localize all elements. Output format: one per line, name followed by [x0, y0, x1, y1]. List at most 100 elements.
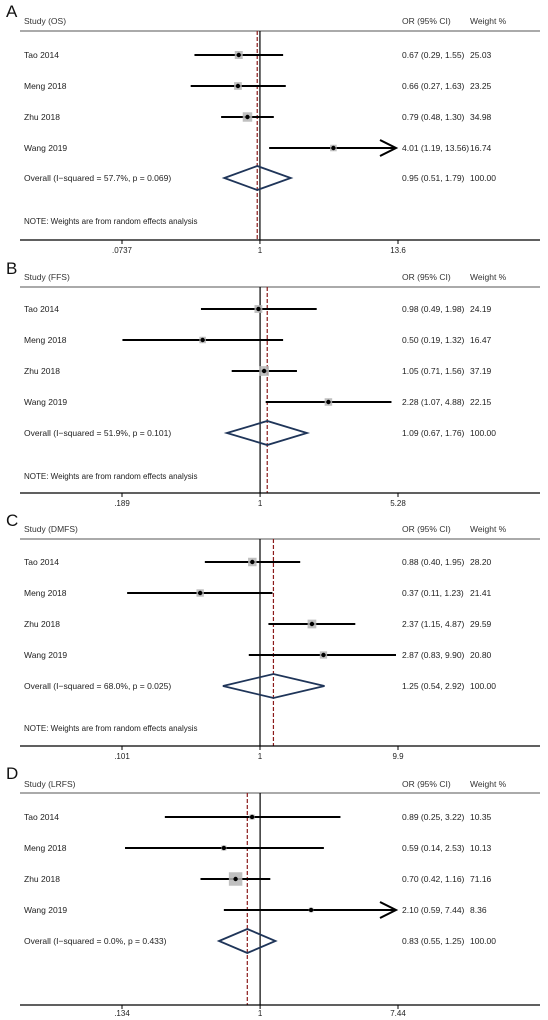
overall-weight-text: 100.00: [470, 936, 496, 946]
weight-text: 10.35: [470, 812, 492, 822]
study-column-header: Study (FFS): [24, 272, 70, 282]
or-ci-text: 0.70 (0.42, 1.16): [402, 874, 465, 884]
weight-column-header: Weight %: [470, 272, 507, 282]
weight-text: 8.36: [470, 905, 487, 915]
study-column-header: Study (LRFS): [24, 779, 76, 789]
study-name: Zhu 2018: [24, 619, 60, 629]
study-column-header: Study (OS): [24, 16, 66, 26]
point-estimate: [233, 876, 238, 882]
or-column-header: OR (95% CI): [402, 524, 451, 534]
forest-panel-a: A Study (OS) OR (95% CI) Weight % Tao 2014 0.…: [6, 2, 540, 255]
forest-panel-d: D Study (LRFS) OR (95% CI) Weight % Tao 2014…: [6, 764, 540, 1018]
or-ci-text: 2.37 (1.15, 4.87): [402, 619, 465, 629]
panel-letter: A: [6, 2, 18, 21]
study-name: Tao 2014: [24, 304, 59, 314]
study-name: Wang 2019: [24, 905, 67, 915]
or-ci-text: 1.05 (0.71, 1.56): [402, 366, 465, 376]
weight-text: 34.98: [470, 112, 492, 122]
panel-letter: D: [6, 764, 18, 783]
point-estimate: [261, 368, 267, 374]
x-tick-label: 7.44: [390, 1009, 406, 1018]
study-name: Meng 2018: [24, 843, 67, 853]
point-estimate: [249, 814, 255, 820]
ci-arrow: [379, 901, 399, 919]
x-tick-label: 1: [258, 499, 263, 508]
overall-or-text: 1.09 (0.67, 1.76): [402, 428, 465, 438]
or-ci-text: 0.66 (0.27, 1.63): [402, 81, 465, 91]
overall-label: Overall (I−squared = 0.0%, p = 0.433): [24, 936, 167, 946]
overall-or-text: 0.83 (0.55, 1.25): [402, 936, 465, 946]
study-name: Tao 2014: [24, 812, 59, 822]
study-name: Wang 2019: [24, 650, 67, 660]
point-estimate: [221, 845, 227, 851]
overall-diamond: [216, 928, 278, 954]
study-name: Tao 2014: [24, 557, 59, 567]
or-ci-text: 2.87 (0.83, 9.90): [402, 650, 465, 660]
weight-text: 20.80: [470, 650, 492, 660]
study-name: Meng 2018: [24, 588, 67, 598]
point-estimate: [309, 621, 315, 627]
point-estimate: [250, 559, 255, 565]
or-ci-text: 0.88 (0.40, 1.95): [402, 557, 465, 567]
overall-or-text: 1.25 (0.54, 2.92): [402, 681, 465, 691]
weight-text: 71.16: [470, 874, 492, 884]
point-estimate: [256, 306, 261, 312]
overall-weight-text: 100.00: [470, 681, 496, 691]
note-text: NOTE: Weights are from random effects an…: [24, 217, 198, 226]
overall-diamond: [222, 673, 325, 699]
overall-diamond: [221, 165, 294, 191]
x-tick-label: .0737: [112, 246, 133, 255]
weight-text: 29.59: [470, 619, 492, 629]
or-column-header: OR (95% CI): [402, 272, 451, 282]
overall-diamond: [223, 420, 311, 446]
point-estimate: [245, 114, 250, 120]
point-estimate: [321, 652, 326, 658]
weight-text: 16.74: [470, 143, 492, 153]
weight-text: 16.47: [470, 335, 492, 345]
point-estimate: [197, 590, 203, 596]
study-name: Meng 2018: [24, 81, 67, 91]
study-name: Meng 2018: [24, 335, 67, 345]
study-name: Zhu 2018: [24, 874, 60, 884]
weight-text: 10.13: [470, 843, 492, 853]
or-ci-text: 0.37 (0.11, 1.23): [402, 588, 464, 598]
point-estimate: [331, 145, 336, 151]
weight-column-header: Weight %: [470, 16, 507, 26]
or-ci-text: 0.98 (0.49, 1.98): [402, 304, 465, 314]
or-ci-text: 0.67 (0.29, 1.55): [402, 50, 465, 60]
overall-weight-text: 100.00: [470, 428, 496, 438]
x-tick-label: .134: [114, 1009, 130, 1018]
ci-arrow: [379, 139, 399, 157]
forest-panel-b: B Study (FFS) OR (95% CI) Weight % Tao 2014 0…: [6, 259, 540, 508]
x-tick-label: 1: [258, 1009, 263, 1018]
point-estimate: [308, 907, 314, 913]
or-ci-text: 0.59 (0.14, 2.53): [402, 843, 465, 853]
study-name: Zhu 2018: [24, 112, 60, 122]
x-tick-label: .101: [114, 752, 130, 761]
weight-text: 37.19: [470, 366, 492, 376]
weight-column-header: Weight %: [470, 779, 507, 789]
x-tick-label: 9.9: [392, 752, 404, 761]
x-tick-label: 13.6: [390, 246, 406, 255]
panel-letter: C: [6, 511, 18, 530]
overall-label: Overall (I−squared = 51.9%, p = 0.101): [24, 428, 171, 438]
weight-text: 28.20: [470, 557, 492, 567]
or-column-header: OR (95% CI): [402, 16, 451, 26]
panel-letter: B: [6, 259, 17, 278]
overall-label: Overall (I−squared = 57.7%, p = 0.069): [24, 173, 171, 183]
or-ci-text: 0.79 (0.48, 1.30): [402, 112, 465, 122]
x-tick-label: 1: [258, 752, 263, 761]
or-ci-text: 4.01 (1.19, 13.56): [402, 143, 469, 153]
note-text: NOTE: Weights are from random effects an…: [24, 724, 198, 733]
or-column-header: OR (95% CI): [402, 779, 451, 789]
or-ci-text: 2.10 (0.59, 7.44): [402, 905, 465, 915]
weight-text: 22.15: [470, 397, 492, 407]
or-ci-text: 0.50 (0.19, 1.32): [402, 335, 465, 345]
weight-text: 24.19: [470, 304, 492, 314]
study-name: Wang 2019: [24, 397, 67, 407]
weight-text: 25.03: [470, 50, 492, 60]
study-name: Tao 2014: [24, 50, 59, 60]
point-estimate: [326, 399, 331, 405]
overall-weight-text: 100.00: [470, 173, 496, 183]
